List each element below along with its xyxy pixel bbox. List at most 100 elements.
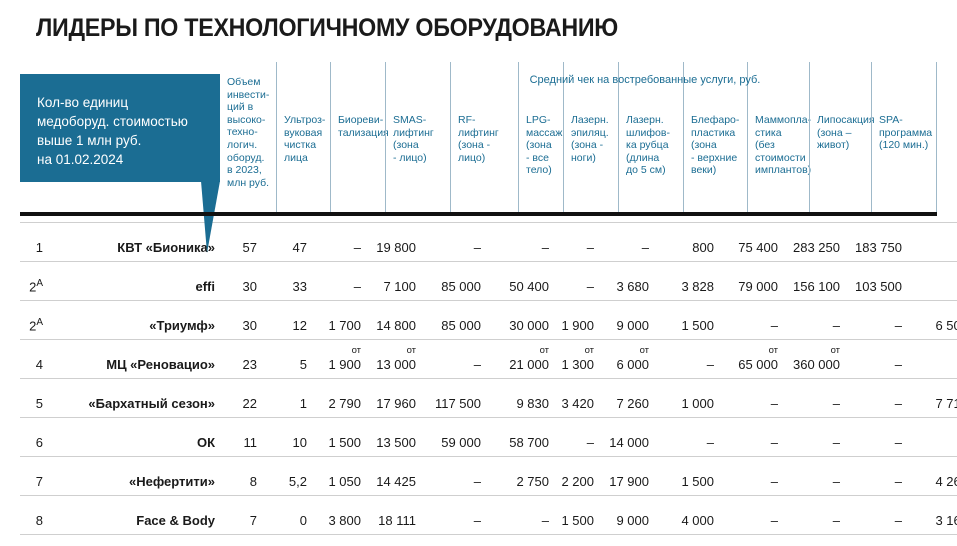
price-value: 3 828 [681, 279, 714, 294]
price-value: 1 000 [681, 396, 714, 411]
price-value: 13 500 [376, 435, 416, 450]
price-value: – [473, 513, 481, 528]
price-value: 4 000 [681, 513, 714, 528]
price-value: 9 000 [616, 318, 649, 333]
table-row: 1 КВТ «Бионика» 57 47–19 800– – – –800 75 400 28… [20, 222, 957, 262]
table-row: 5 «Бархатный сезон» 22 1 2 790 17 960 117 500 9… [20, 378, 957, 418]
price-value: – [894, 396, 902, 411]
row-rank: 2A [20, 261, 48, 301]
service-price-cell: – [845, 456, 907, 496]
row-rank: 8 [20, 495, 48, 535]
service-price-cell: 58 700 [486, 417, 554, 457]
rank-suffix: A [36, 277, 43, 289]
price-value: 3 800 [328, 513, 361, 528]
price-value: 1 700 [328, 318, 361, 333]
service-price-cell: 3 680 [599, 261, 654, 301]
row-rank: 5 [20, 378, 48, 418]
service-price-cell: 1 700 [312, 300, 366, 340]
price-value: 21 000 [509, 357, 549, 372]
price-value: 75 400 [738, 240, 778, 255]
column-header-grid: Объем инвести- ций в высоко- техно- логи… [20, 62, 937, 214]
price-value: 6 500 [935, 318, 957, 333]
price-value: – [586, 279, 594, 294]
service-price-cell: 183 750 [845, 222, 907, 262]
price-value: – [586, 435, 594, 450]
price-value: 1 050 [328, 474, 361, 489]
price-value: 9 830 [516, 396, 549, 411]
price-value: – [894, 318, 902, 333]
callout-box: Кол-во единиц медоборуд. стоимостью выше… [20, 74, 220, 182]
company-name: МЦ «Реновацио» [48, 339, 220, 379]
service-price-cell: – [907, 222, 957, 262]
service-price-cell: – [783, 300, 845, 340]
price-value: 1 300 [561, 357, 594, 372]
service-price-cell: – [599, 222, 654, 262]
service-price-cell: – [907, 417, 957, 457]
price-value: 13 000 [376, 357, 416, 372]
callout-pointer-tail [201, 181, 220, 253]
header-bottom-rule [20, 212, 937, 216]
price-value: 1 500 [681, 318, 714, 333]
price-value: – [541, 513, 549, 528]
table-row: 2A effi 30 33 – 7 100 85 000 50 400 – 3 680 3 828 7… [20, 261, 957, 301]
row-rank: 4 [20, 339, 48, 379]
price-value: 3 680 [616, 279, 649, 294]
table-row: 4 МЦ «Реновацио» 23 5 от 1 900 от 13 000– от 21 0… [20, 339, 957, 379]
row-rank: 7 [20, 456, 48, 496]
service-price-cell: 1 000 [654, 378, 719, 418]
price-value: – [541, 240, 549, 255]
row-rank: 6 [20, 417, 48, 457]
price-prefix: от [584, 345, 594, 356]
price-value: – [832, 435, 840, 450]
service-price-cell: – [421, 456, 486, 496]
table-row: 8 Face & Body 7 0 3 800 18 111– –1 500 9 000 4 0… [20, 495, 957, 535]
service-price-cell: – [719, 456, 783, 496]
service-price-cell: – [845, 339, 907, 379]
investments-value: 33 [262, 261, 312, 301]
service-price-cell: 18 111 [366, 495, 421, 535]
price-value: 283 250 [793, 240, 840, 255]
company-name: ОК [48, 417, 220, 457]
table-container: 1 КВТ «Бионика» 57 47–19 800– – – –800 75 400 28… [20, 222, 957, 535]
price-value: – [586, 240, 594, 255]
price-value: – [641, 240, 649, 255]
row-rank: 2A [20, 300, 48, 340]
column-header-service-4: LPG- массаж (зона - все тело) [518, 62, 563, 214]
price-value: – [832, 513, 840, 528]
service-price-cell: 3 420 [554, 378, 599, 418]
service-price-cell: – [312, 222, 366, 262]
column-header-service-7: Блефаро- пластика (зона - верхние веки) [683, 62, 747, 214]
price-value: – [473, 357, 481, 372]
service-price-cell: 85 000 [421, 261, 486, 301]
price-value: – [353, 279, 361, 294]
service-price-cell: – [554, 417, 599, 457]
price-prefix: от [539, 345, 549, 356]
column-header-service-5: Лазерн. эпиляц. (зона - ноги) [563, 62, 618, 214]
price-value: 117 500 [434, 396, 481, 411]
service-price-cell: 1 050 [312, 456, 366, 496]
service-price-cell: от 1 300 [554, 339, 599, 379]
service-price-cell: 9 000 [599, 495, 654, 535]
price-value: 1 900 [561, 318, 594, 333]
price-value: 6 000 [616, 357, 649, 372]
price-prefix: от [830, 345, 840, 356]
service-price-cell: 14 000 [599, 417, 654, 457]
service-price-cell: от 65 000 [719, 339, 783, 379]
service-price-cell: – [654, 417, 719, 457]
price-value: 1 500 [681, 474, 714, 489]
price-value: 14 425 [376, 474, 416, 489]
service-price-cell: 14 800 [366, 300, 421, 340]
price-value: – [894, 357, 902, 372]
service-price-cell: – [719, 300, 783, 340]
service-price-cell: – [907, 261, 957, 301]
service-price-cell: – [554, 222, 599, 262]
price-value: – [832, 474, 840, 489]
price-value: – [832, 396, 840, 411]
column-header-service-8: Маммопла- стика (без стоимости имплантов… [747, 62, 811, 214]
price-value: 7 100 [383, 279, 416, 294]
service-price-cell: 156 100 [783, 261, 845, 301]
price-value: 59 000 [441, 435, 481, 450]
price-value: 2 750 [516, 474, 549, 489]
investments-value: 0 [262, 495, 312, 535]
column-header-service-0: Ультроз- вуковая чистка лица [276, 62, 330, 214]
